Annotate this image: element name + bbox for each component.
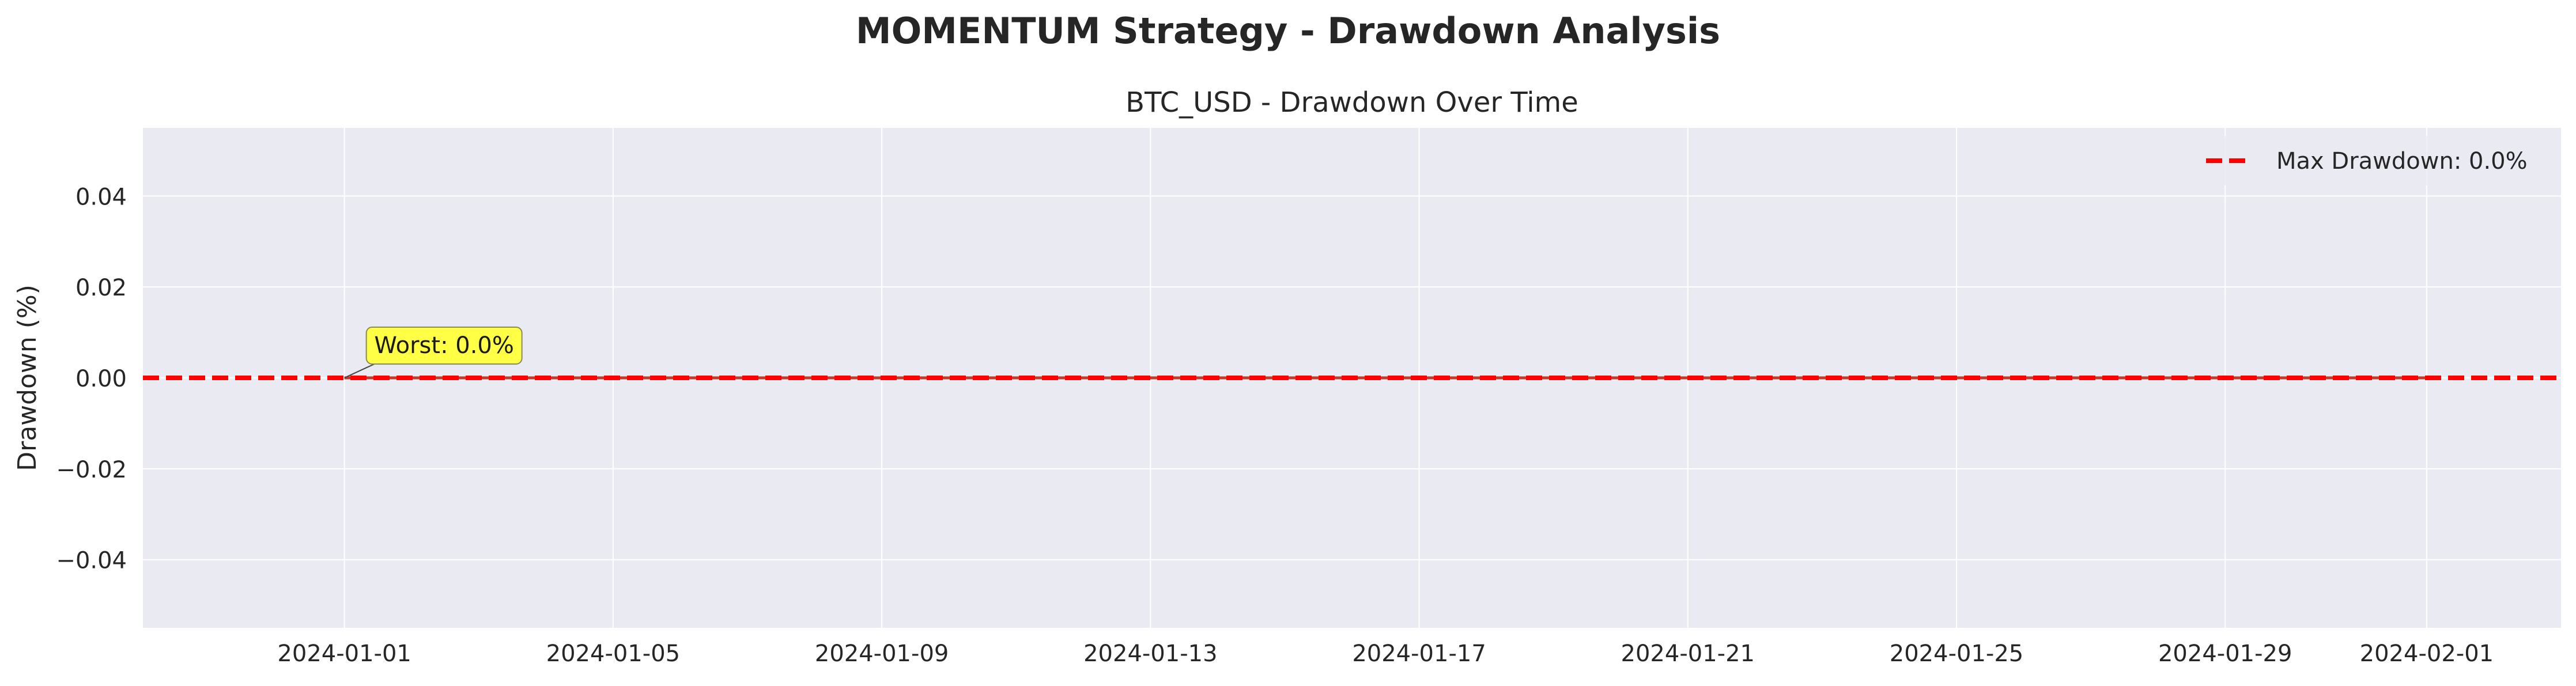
- x-tick-label: 2024-01-21: [1621, 640, 1755, 667]
- x-tick-label: 2024-01-05: [546, 640, 680, 667]
- annotations: Worst: 0.0%: [344, 327, 523, 378]
- chart-title: BTC_USD - Drawdown Over Time: [1125, 86, 1578, 119]
- legend: Max Drawdown: 0.0%: [2193, 136, 2553, 185]
- annotation-box: [365, 327, 523, 365]
- x-axis-ticks: 2024-01-01 2024-01-05 2024-01-09 2024-01-13…: [277, 640, 2494, 667]
- x-tick-label: 2024-02-01: [2360, 640, 2494, 667]
- x-tick-label: 2024-01-13: [1083, 640, 1217, 667]
- legend-box: [2193, 136, 2553, 185]
- y-tick-label: −0.04: [56, 548, 127, 574]
- x-tick-label: 2024-01-09: [815, 640, 949, 667]
- x-tick-label: 2024-01-25: [1890, 640, 2023, 667]
- worst-drawdown-annotation: Worst: 0.0%: [374, 332, 513, 359]
- y-axis-ticks: 0.04 0.02 0.00 −0.02 −0.04: [56, 184, 127, 574]
- y-tick-label: 0.04: [75, 184, 127, 210]
- x-tick-label: 2024-01-01: [277, 640, 411, 667]
- legend-label-max-drawdown: Max Drawdown: 0.0%: [2276, 148, 2528, 175]
- y-tick-label: −0.02: [56, 457, 127, 483]
- annotation-arrow: [344, 363, 375, 378]
- y-axis-label: Drawdown (%): [13, 285, 42, 471]
- x-tick-label: 2024-01-17: [1352, 640, 1486, 667]
- figure-suptitle: MOMENTUM Strategy - Drawdown Analysis: [856, 10, 1720, 52]
- y-tick-label: 0.02: [75, 275, 127, 301]
- y-tick-label: 0.00: [75, 366, 127, 392]
- x-tick-label: 2024-01-29: [2158, 640, 2292, 667]
